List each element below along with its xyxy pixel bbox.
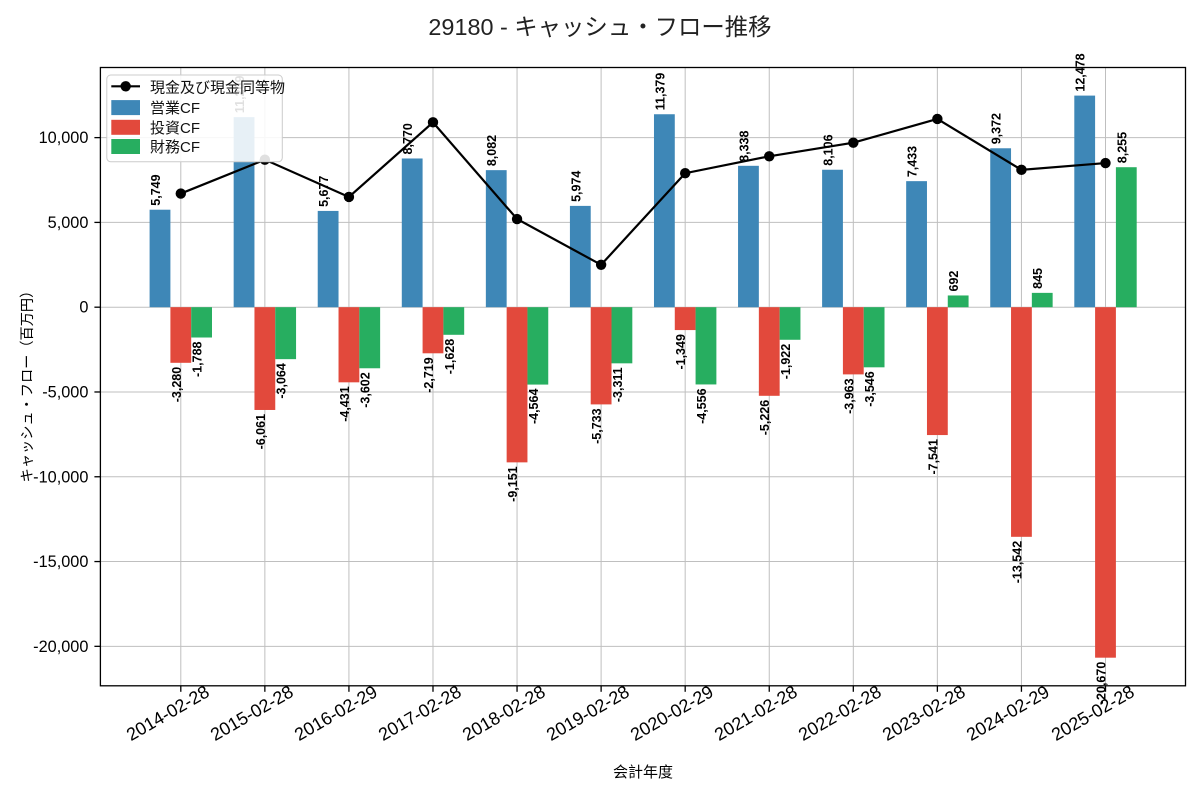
svg-text:-4,556: -4,556 <box>695 388 709 423</box>
svg-text:5,000: 5,000 <box>48 214 89 232</box>
svg-text:-3,602: -3,602 <box>359 372 373 407</box>
svg-text:0: 0 <box>79 299 88 317</box>
svg-text:7,433: 7,433 <box>906 146 920 177</box>
svg-text:692: 692 <box>947 271 961 292</box>
svg-text:財務CF: 財務CF <box>150 139 200 156</box>
svg-text:9,372: 9,372 <box>990 113 1004 144</box>
svg-text:12,478: 12,478 <box>1074 53 1088 91</box>
svg-text:8,106: 8,106 <box>822 134 836 165</box>
svg-text:11,379: 11,379 <box>653 73 667 111</box>
svg-text:-10,000: -10,000 <box>33 468 88 486</box>
svg-text:-9,151: -9,151 <box>506 466 520 501</box>
svg-text:投資CF: 投資CF <box>150 120 200 137</box>
svg-text:-1,628: -1,628 <box>443 339 457 374</box>
svg-text:10,000: 10,000 <box>39 129 89 147</box>
svg-text:-5,733: -5,733 <box>590 408 604 443</box>
svg-text:-3,280: -3,280 <box>170 367 184 402</box>
svg-text:-3,963: -3,963 <box>842 378 856 413</box>
svg-text:-5,000: -5,000 <box>42 383 88 401</box>
svg-text:-2,719: -2,719 <box>422 357 436 392</box>
svg-text:-6,061: -6,061 <box>254 414 268 449</box>
svg-text:-3,311: -3,311 <box>611 367 625 402</box>
svg-text:5,749: 5,749 <box>149 174 163 205</box>
svg-text:-20,000: -20,000 <box>33 638 88 656</box>
svg-text:-15,000: -15,000 <box>33 553 88 571</box>
svg-text:-13,542: -13,542 <box>1010 541 1024 583</box>
svg-text:8,255: 8,255 <box>1115 132 1129 163</box>
svg-text:8,082: 8,082 <box>485 135 499 166</box>
svg-text:5,974: 5,974 <box>569 171 583 202</box>
svg-text:8,338: 8,338 <box>737 130 751 161</box>
svg-text:-4,564: -4,564 <box>527 389 541 424</box>
svg-text:-7,541: -7,541 <box>926 439 940 474</box>
svg-text:-1,788: -1,788 <box>191 341 205 376</box>
svg-text:-3,064: -3,064 <box>275 363 289 398</box>
svg-text:-4,431: -4,431 <box>338 386 352 421</box>
svg-text:-1,922: -1,922 <box>779 344 793 379</box>
svg-text:現金及び現金同等物: 現金及び現金同等物 <box>150 78 285 96</box>
svg-text:-3,546: -3,546 <box>863 371 877 406</box>
svg-text:-1,349: -1,349 <box>674 334 688 369</box>
svg-text:5,677: 5,677 <box>317 176 331 207</box>
svg-text:845: 845 <box>1031 268 1045 289</box>
svg-text:営業CF: 営業CF <box>150 100 200 117</box>
svg-text:-5,226: -5,226 <box>758 400 772 435</box>
